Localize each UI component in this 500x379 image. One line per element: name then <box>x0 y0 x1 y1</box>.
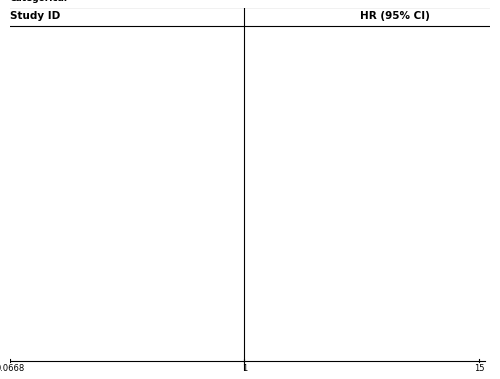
Text: Study ID: Study ID <box>10 11 60 22</box>
Text: 15: 15 <box>474 364 484 373</box>
Text: HR (95% CI): HR (95% CI) <box>360 11 430 22</box>
Text: Categorical: Categorical <box>10 0 68 3</box>
Text: 0.0668: 0.0668 <box>0 364 24 373</box>
Text: 1: 1 <box>242 364 247 373</box>
